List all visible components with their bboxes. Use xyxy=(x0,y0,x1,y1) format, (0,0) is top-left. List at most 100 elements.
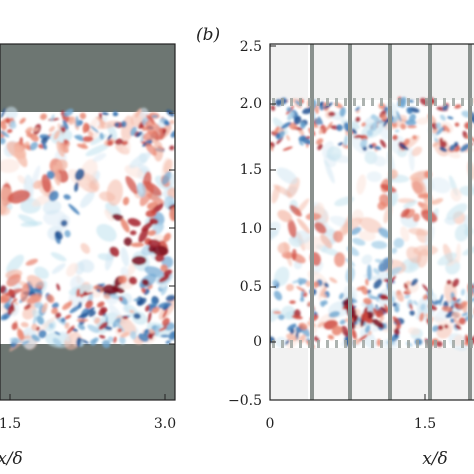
panel-a-frame xyxy=(0,43,176,401)
field-blob xyxy=(303,292,308,298)
field-blob xyxy=(270,105,276,111)
field-blob xyxy=(361,122,367,127)
panel-b-ticks xyxy=(269,45,426,401)
field-blob xyxy=(55,230,63,240)
field-blob xyxy=(122,196,130,206)
field-blob xyxy=(51,302,59,309)
field-blob xyxy=(446,258,458,266)
field-blob xyxy=(39,134,51,140)
field-blob xyxy=(106,179,124,206)
field-blob xyxy=(133,313,141,320)
panel-a: 1.5 3.0 x/δ xyxy=(0,43,176,469)
field-blob xyxy=(422,284,430,293)
field-blob xyxy=(285,339,290,345)
field-blob xyxy=(14,301,18,305)
field-blob xyxy=(42,143,48,150)
field-blob xyxy=(51,307,58,315)
field-blob xyxy=(160,334,170,338)
field-blob xyxy=(319,286,327,297)
field-blob xyxy=(441,306,453,312)
field-blob xyxy=(130,330,137,340)
field-blob xyxy=(87,324,100,334)
field-blob xyxy=(6,274,21,287)
field-blob xyxy=(151,307,160,314)
wall-dash xyxy=(380,340,383,348)
field-blob xyxy=(447,151,461,159)
field-blob xyxy=(408,113,416,123)
field-blob xyxy=(66,325,75,335)
panel-b-label: (b) xyxy=(196,25,220,45)
field-blob xyxy=(444,324,449,329)
field-blob xyxy=(87,116,99,134)
field-blob xyxy=(52,165,61,186)
field-blob xyxy=(29,141,38,151)
field-blob xyxy=(270,221,281,239)
field-blob xyxy=(79,293,84,298)
field-blob xyxy=(291,248,297,261)
field-blob xyxy=(411,177,427,197)
wall-dash xyxy=(326,98,329,106)
field-blob xyxy=(17,329,25,341)
field-blob xyxy=(374,258,384,264)
field-blob xyxy=(368,144,374,149)
field-blob xyxy=(35,316,57,335)
field-blob xyxy=(420,303,426,311)
field-blob xyxy=(7,189,31,204)
wall-dash xyxy=(452,340,455,348)
field-blob xyxy=(329,277,338,284)
field-blob xyxy=(148,329,155,334)
field-blob xyxy=(48,190,59,202)
rib-band xyxy=(270,44,308,100)
wall-dash xyxy=(371,340,374,348)
field-blob xyxy=(169,145,175,151)
field-blob xyxy=(162,309,168,319)
wall-dash xyxy=(326,340,329,348)
panel-b-y-tick-label: −0.5 xyxy=(228,393,262,409)
field-blob xyxy=(395,290,404,302)
wall-dash xyxy=(353,340,356,348)
field-blob xyxy=(18,214,38,226)
field-blob xyxy=(367,293,374,298)
field-blob xyxy=(77,312,89,319)
field-blob xyxy=(103,293,111,300)
field-blob xyxy=(0,107,7,119)
field-blob xyxy=(51,263,66,274)
wall-dash xyxy=(425,340,428,348)
wall-dash xyxy=(461,340,464,348)
field-blob xyxy=(419,312,425,322)
field-blob xyxy=(298,322,308,331)
field-blob xyxy=(124,164,144,178)
field-blob xyxy=(121,140,129,146)
field-blob xyxy=(123,237,133,246)
rib-line xyxy=(468,44,472,400)
field-blob xyxy=(373,278,383,289)
wall-dash xyxy=(353,98,356,106)
field-blob xyxy=(337,142,344,146)
wall-dash xyxy=(425,98,428,106)
wall-dash xyxy=(272,340,275,348)
rib-line xyxy=(310,44,314,100)
wall-dash xyxy=(362,340,365,348)
field-blob xyxy=(301,137,312,145)
panel-a-ticks xyxy=(9,112,175,400)
field-blob xyxy=(416,117,431,125)
field-blob xyxy=(367,330,372,336)
wall-dash xyxy=(317,340,320,348)
field-blob xyxy=(394,129,400,133)
field-blob xyxy=(158,274,170,283)
rib-line xyxy=(388,44,392,400)
field-blob xyxy=(436,122,442,130)
field-blob xyxy=(278,314,285,321)
field-blob xyxy=(79,159,98,184)
field-blob xyxy=(366,311,374,319)
field-blob xyxy=(140,132,145,143)
field-blob xyxy=(361,254,373,265)
field-blob xyxy=(326,121,333,131)
field-blob xyxy=(366,129,374,137)
field-blob xyxy=(143,181,162,196)
field-blob xyxy=(96,301,105,308)
field-blob xyxy=(450,187,462,202)
field-blob xyxy=(437,252,457,266)
wall-dash xyxy=(470,98,473,106)
field-blob xyxy=(75,115,79,128)
